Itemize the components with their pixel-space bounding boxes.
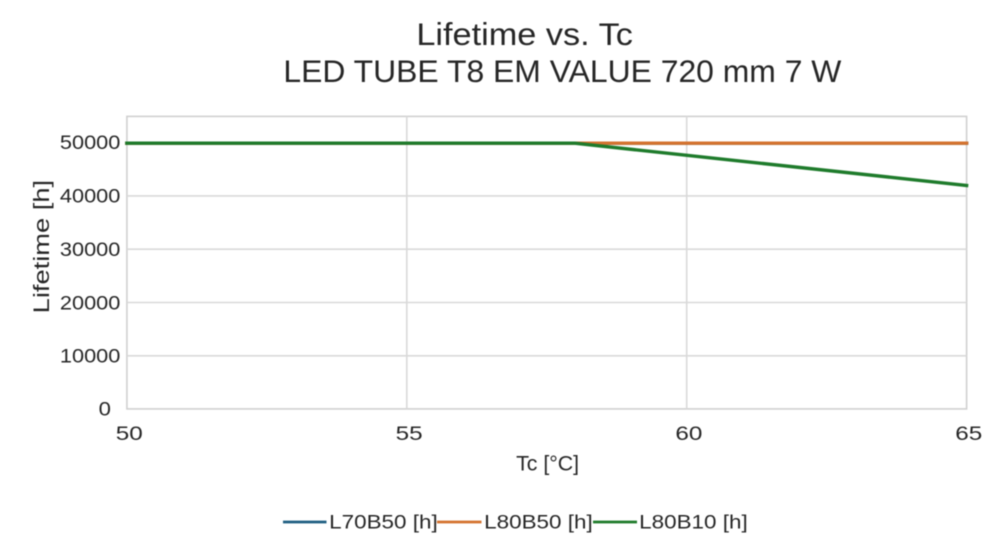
svg-text:65: 65 <box>955 423 982 445</box>
svg-text:Lifetime vs. Tc: Lifetime vs. Tc <box>416 17 633 52</box>
svg-text:50: 50 <box>116 423 143 445</box>
svg-text:10000: 10000 <box>60 346 121 368</box>
svg-text:Tc [°C]: Tc [°C] <box>516 453 579 476</box>
svg-text:60: 60 <box>675 423 702 445</box>
svg-text:Lifetime [h]: Lifetime [h] <box>29 180 54 314</box>
svg-text:50000: 50000 <box>60 132 121 154</box>
svg-text:40000: 40000 <box>60 186 121 208</box>
svg-text:LED TUBE T8 EM VALUE 720 mm 7: LED TUBE T8 EM VALUE 720 mm 7 W <box>283 54 841 89</box>
svg-text:L70B50 [h]: L70B50 [h] <box>329 513 438 534</box>
svg-text:55: 55 <box>396 423 423 445</box>
svg-text:20000: 20000 <box>60 292 121 314</box>
svg-text:30000: 30000 <box>60 239 121 261</box>
svg-text:L80B50 [h]: L80B50 [h] <box>484 513 593 534</box>
svg-text:L80B10 [h]: L80B10 [h] <box>639 513 748 534</box>
svg-text:0: 0 <box>99 398 111 420</box>
